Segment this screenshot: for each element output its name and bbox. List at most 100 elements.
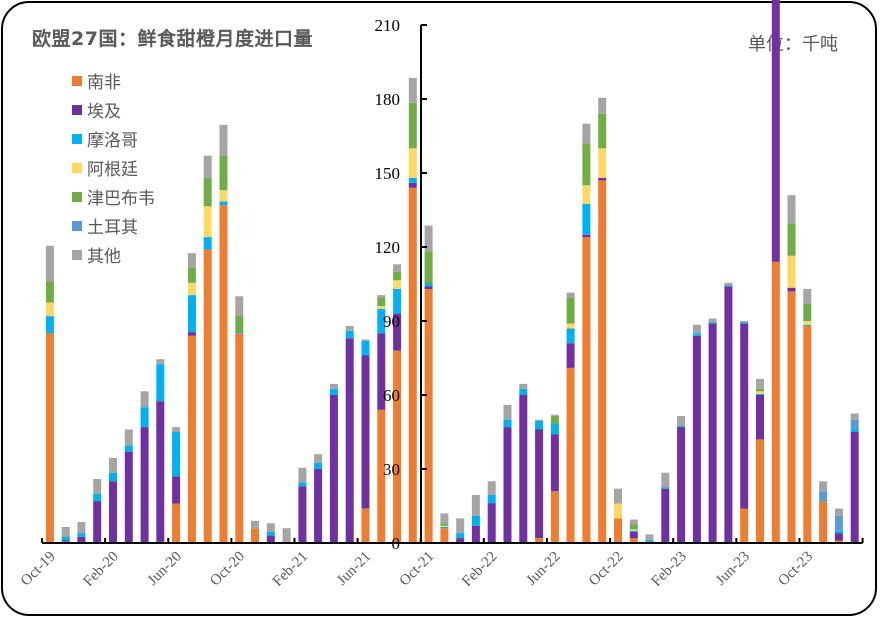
y-tick-label: 180 [375,90,401,109]
bar-segment [266,535,275,543]
bar-segment [219,201,228,206]
bar-segment [345,338,354,543]
bar-segment [203,249,212,543]
x-tick-label: Oct-22 [586,549,627,590]
x-tick-label: Oct-19 [18,549,59,590]
bar-segment [535,419,544,421]
legend-swatch-icon [72,162,82,173]
bar-segment [692,333,701,336]
bar-segment [519,395,528,543]
bar-segment [329,395,338,543]
legend-swatch-icon [72,191,82,202]
x-tick-label: Jun-23 [713,549,753,589]
bar-segment [661,487,670,489]
bar-segment [140,407,149,427]
bar-segment [361,508,370,543]
bar-segment [787,287,796,292]
bar-segment [298,467,307,483]
bar-segment [408,148,417,178]
bar-segment [361,355,370,509]
legend-item: 摩洛哥 [72,124,155,153]
bar-segment [187,282,196,296]
bar-segment [298,482,307,487]
bar-segment [550,414,559,416]
bar-segment [803,321,812,325]
bar-segment [598,97,607,114]
bar-segment [756,393,764,395]
bar-segment [629,538,638,543]
bar-segment [219,190,228,202]
legend-label: 南非 [87,73,121,93]
x-tick-label: Oct-20 [207,549,248,590]
bar-segment [45,245,54,282]
bar-segment [314,469,323,543]
bar-segment [645,540,654,543]
bar-segment [61,536,70,541]
bar-segment [834,508,843,516]
bar-segment [456,533,465,538]
x-tick-label: Feb-23 [649,549,690,590]
bar-segment [235,332,244,334]
bar-segment [45,302,54,317]
bar-segment [803,303,812,321]
bar-segment [140,427,149,543]
bar-segment [408,187,417,544]
bar-segment [614,488,622,504]
bar-segment [787,255,796,288]
bar-segment [393,271,402,281]
bar-segment [787,195,796,224]
bar-segment [203,206,212,238]
y-tick-label: 0 [392,534,401,553]
bar-segment [156,401,165,542]
y-tick-label: 60 [383,386,400,405]
bar-segment [314,454,323,463]
bar-segment [219,124,228,156]
bar-segment [45,333,54,543]
bar-segment [803,325,812,543]
bar-segment [251,528,259,543]
bar-segment [503,419,512,428]
unit-label: 单位：千吨 [748,34,838,55]
x-tick-label: Oct-21 [397,549,438,590]
bar-segment [756,439,764,543]
y-tick-label: 90 [383,312,400,331]
bar-segment [724,282,733,286]
bar-segment [251,520,259,529]
bar-segment [850,432,859,543]
bar-segment [756,388,764,392]
legend-item: 土耳其 [72,211,155,240]
bar-segment [471,525,480,543]
legend: 南非 埃及 摩洛哥 阿根廷 津巴布韦 土耳其 其他 [72,66,155,269]
bar-segment [266,531,275,536]
bar-segment [519,383,528,389]
bar-segment [109,457,117,473]
bar-segment [582,203,591,235]
bar-segment [850,413,859,420]
bar-segment [377,297,386,307]
bar-segment [708,318,717,323]
bar-segment [203,237,212,250]
bar-segment [393,288,402,314]
bar-segment [187,332,196,336]
bar-segment [771,0,780,262]
bar-segment [377,306,386,309]
bar-segment [440,527,449,529]
bar-segment [266,523,275,532]
bar-segment [424,251,433,284]
bar-segment [393,280,402,289]
bar-segment [740,322,749,324]
bar-segment [329,383,338,389]
bar-segment [803,324,812,326]
bar-segment [424,283,433,287]
x-tick-label: Jun-20 [145,549,185,589]
bar-segment [819,481,828,492]
legend-swatch-icon [72,133,82,144]
bar-segment [819,501,828,543]
bar-segment [598,177,607,181]
bar-segment [172,476,181,504]
bar-segment [503,427,512,543]
bar-segment [408,102,417,149]
bar-segment [109,472,117,482]
bar-segment [629,531,638,539]
